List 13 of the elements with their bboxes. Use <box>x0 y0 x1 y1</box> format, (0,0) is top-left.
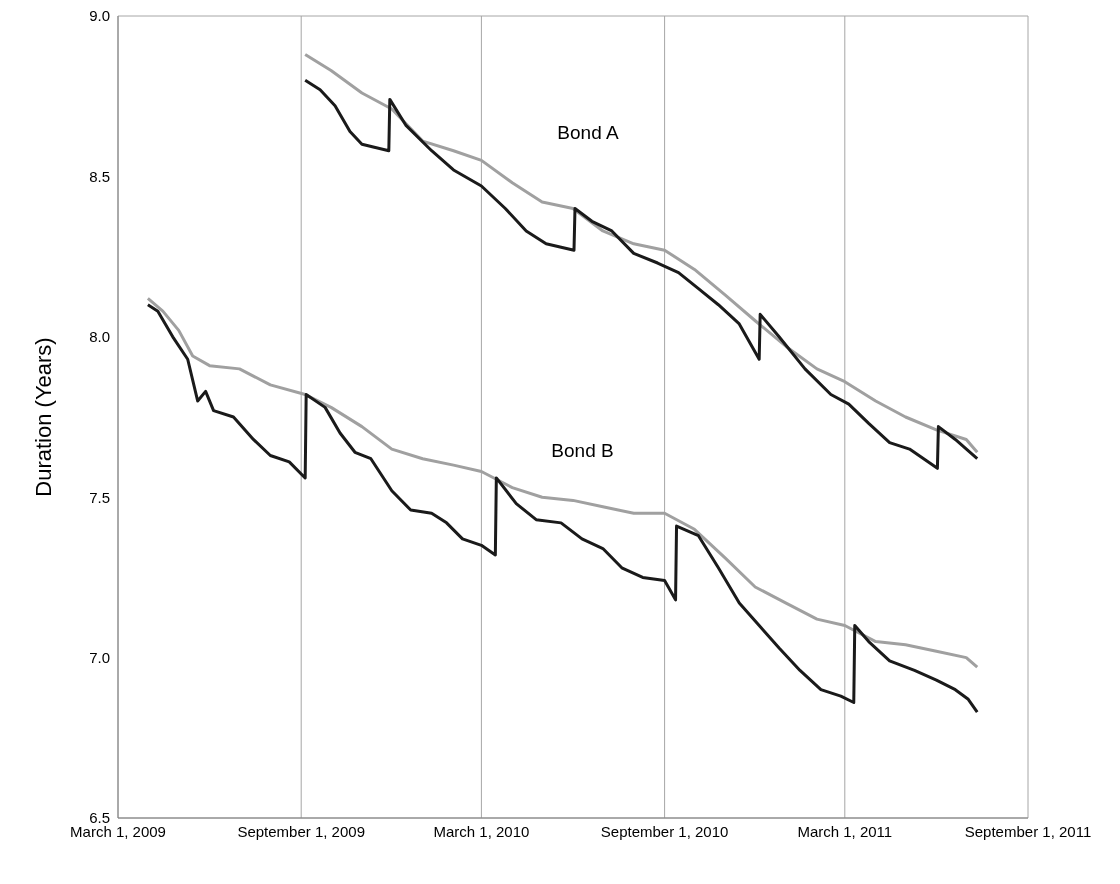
x-tick-label: September 1, 2009 <box>237 822 365 840</box>
annotation: Bond B <box>551 440 614 462</box>
x-tick-label: March 1, 2010 <box>433 822 530 840</box>
y-tick-label: 7.5 <box>89 488 110 506</box>
y-tick-label: 8.5 <box>89 167 110 185</box>
x-tick-label: September 1, 2010 <box>600 822 729 840</box>
y-axis-title: Duration (Years) <box>30 337 56 497</box>
y-tick-label: 8.0 <box>89 328 110 346</box>
x-tick-label: September 1, 2011 <box>964 822 1092 840</box>
annotation: Bond A <box>557 122 619 145</box>
x-tick-label: March 1, 2011 <box>797 822 893 840</box>
y-tick-label: 9.0 <box>89 7 110 25</box>
y-tick-label: 7.0 <box>89 648 110 666</box>
